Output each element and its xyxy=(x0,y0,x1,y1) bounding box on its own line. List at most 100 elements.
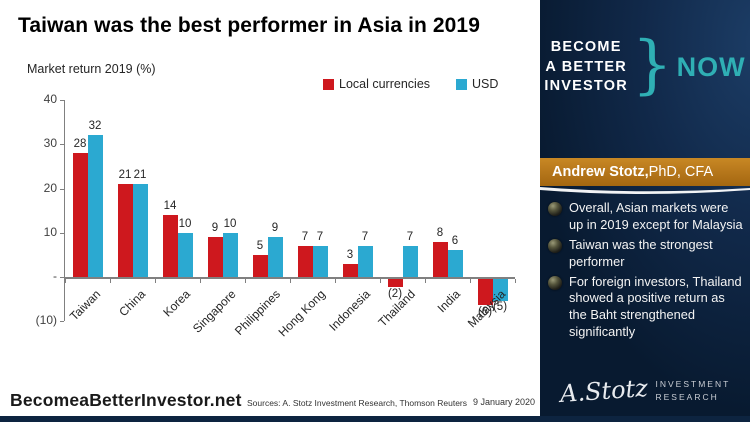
bar-local-malaysia xyxy=(477,278,493,306)
bar-local-singapore xyxy=(207,237,223,277)
bar-value-label: 21 xyxy=(118,169,132,182)
bullet-item: Taiwan was the strongest performer xyxy=(548,237,744,271)
bullet-list: Overall, Asian markets were up in 2019 e… xyxy=(548,200,744,344)
bar-value-label: 7 xyxy=(301,231,309,244)
banner-swoosh-decoration xyxy=(540,187,750,194)
bar-value-label: 3 xyxy=(346,248,354,261)
x-category-label: India xyxy=(435,287,464,316)
bar-chart: 40 30 20 10- (10) 28 21 14 9 5 7 3 (2) 8 (6) 32 21 10 10 9 7… xyxy=(35,92,516,339)
bar-value-label: 7 xyxy=(316,231,324,244)
y-tick-label: 40 xyxy=(43,92,57,106)
bar-value-label: 32 xyxy=(88,120,102,133)
x-tick-mark xyxy=(245,278,246,283)
bar-value-label: 21 xyxy=(133,169,147,182)
logo-subtext-line2: RESEARCH xyxy=(655,391,719,402)
legend-label: Local currencies xyxy=(339,77,431,91)
y-tick-mark xyxy=(59,144,64,146)
bar-local-china xyxy=(117,184,133,277)
legend-label: USD xyxy=(472,77,499,91)
bar-usd-china xyxy=(132,184,148,277)
bar-value-label: 14 xyxy=(163,200,177,213)
bullet-sphere-icon xyxy=(548,275,562,290)
logo-text-line: INVESTOR xyxy=(544,78,628,95)
chart-panel: Taiwan was the best performer in Asia in… xyxy=(10,14,536,410)
x-tick-mark xyxy=(200,278,201,283)
bullet-sphere-icon xyxy=(548,202,562,216)
y-tick-mark xyxy=(59,232,64,234)
x-category-label: Taiwan xyxy=(67,287,104,324)
bar-value-label: 7 xyxy=(406,231,414,244)
page-title: Taiwan was the best performer in Asia in… xyxy=(18,14,480,37)
bar-value-label: 6 xyxy=(451,235,459,248)
x-tick-mark xyxy=(335,278,336,283)
bar-usd-thailand xyxy=(402,246,418,277)
bullet-sphere-icon xyxy=(548,238,562,253)
bullet-text: For foreign investors, Thailand showed a… xyxy=(569,273,742,340)
x-tick-mark xyxy=(110,278,111,283)
logo-text-lines: BECOME A BETTER INVESTOR xyxy=(544,38,627,97)
logo-text-line: BECOME xyxy=(550,39,622,55)
y-tick-mark xyxy=(59,100,64,101)
y-tick-mark xyxy=(59,188,64,190)
bar-usd-hong-kong xyxy=(312,246,328,277)
bullet-item: Overall, Asian markets were up in 2019 e… xyxy=(548,200,744,234)
bar-value-label: 5 xyxy=(256,239,264,252)
y-tick-mark xyxy=(59,321,64,323)
bar-usd-taiwan xyxy=(87,135,103,277)
x-category-label: Indonesia xyxy=(326,287,374,334)
legend-swatch-blue xyxy=(456,78,468,90)
y-tick-label: 30 xyxy=(43,136,57,151)
bar-value-label: 10 xyxy=(223,217,237,230)
date-text: 9 January 2020 xyxy=(473,397,536,407)
bar-value-label: (6) xyxy=(477,305,493,318)
signature-script: A.Stotz xyxy=(558,373,649,408)
bar-local-taiwan xyxy=(72,153,88,277)
legend-item-usd: USD xyxy=(456,77,498,91)
bar-local-hong-kong xyxy=(297,246,313,277)
brand-text: BecomeaBetterInvestor.net xyxy=(10,390,242,410)
author-name: Andrew Stotz, xyxy=(552,164,649,180)
bar-value-label: 9 xyxy=(271,222,279,235)
y-tick-label: 20 xyxy=(43,180,57,195)
sidebar: BECOME A BETTER INVESTOR } NOW Andrew Stot… xyxy=(540,0,750,422)
x-category-label: Korea xyxy=(160,287,194,320)
bullet-text: Overall, Asian markets were up in 2019 e… xyxy=(569,200,743,232)
y-axis-title: Market return 2019 (%) xyxy=(27,62,156,76)
bullet-text: Taiwan was the strongest performer xyxy=(569,236,713,269)
x-tick-mark xyxy=(425,278,426,283)
become-a-better-investor-logo: BECOME A BETTER INVESTOR } NOW xyxy=(540,27,750,102)
bar-local-philippines xyxy=(252,254,268,277)
x-axis-line xyxy=(65,277,515,279)
x-tick-mark xyxy=(65,278,66,283)
bar-local-korea xyxy=(162,215,178,277)
y-tick-mark xyxy=(59,277,64,278)
bar-local-indonesia xyxy=(342,263,358,277)
bar-usd-indonesia xyxy=(357,246,373,277)
author-banner: Andrew Stotz, PhD, CFA xyxy=(540,158,750,186)
bullet-item: For foreign investors, Thailand showed a… xyxy=(548,274,744,342)
bar-usd-korea xyxy=(177,232,193,277)
bottom-accent-strip xyxy=(0,416,750,422)
x-tick-mark xyxy=(290,278,291,283)
bar-usd-malaysia xyxy=(492,278,508,301)
bar-usd-philippines xyxy=(267,237,283,277)
x-tick-mark xyxy=(515,278,516,283)
bar-value-label: 7 xyxy=(361,231,369,244)
logo-now-text: NOW xyxy=(676,51,746,82)
author-credentials: PhD, CFA xyxy=(648,164,714,180)
bar-value-label: (5) xyxy=(492,301,508,314)
bar-local-thailand xyxy=(387,278,403,288)
bar-value-label: 9 xyxy=(211,222,219,235)
bar-local-india xyxy=(432,241,448,277)
y-tick-label: 10 xyxy=(43,224,57,239)
chart-legend: Local currencies USD xyxy=(323,77,498,91)
logo-subtext: INVESTMENT RESEARCH xyxy=(656,378,731,404)
bar-value-label: (2) xyxy=(387,287,403,300)
brace-glyph: } xyxy=(631,27,673,102)
x-category-label: China xyxy=(116,287,149,320)
legend-swatch-red xyxy=(323,78,334,90)
y-tick-label: (10) xyxy=(35,313,57,328)
logo-text-line: A BETTER xyxy=(545,58,627,75)
x-tick-mark xyxy=(470,278,471,283)
